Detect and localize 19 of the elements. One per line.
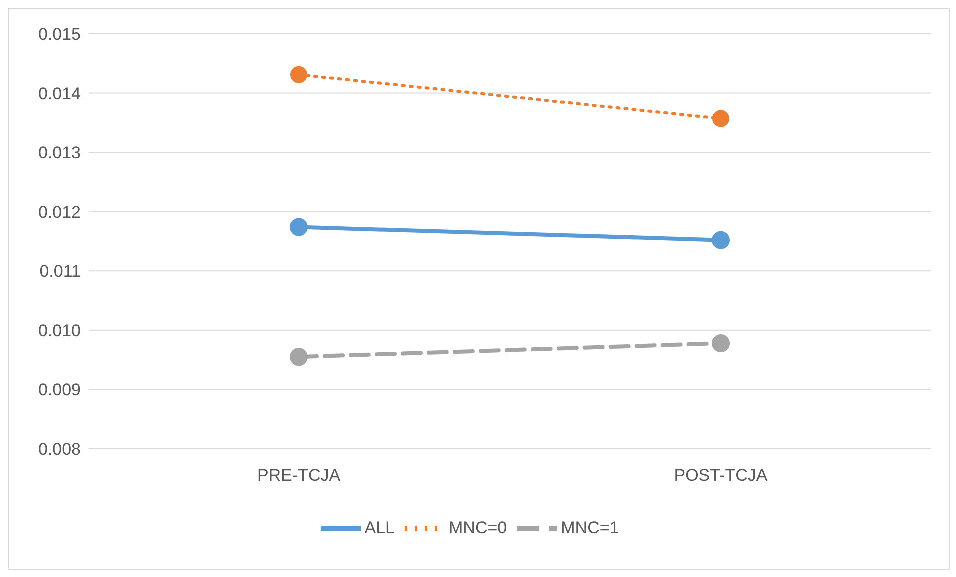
y-tick-label: 0.010 [38,321,81,340]
point [290,218,308,236]
point [290,66,308,84]
y-tick-label: 0.008 [38,440,81,460]
point [712,231,730,250]
legend-label: MNC=0 [449,518,508,538]
legend-label: ALL [364,518,396,538]
y-tick-label: 0.014 [38,84,81,104]
y-tick-label: 0.011 [40,262,81,282]
y-tick-label: 0.012 [38,202,81,222]
y-tick-label: 0.015 [38,25,81,44]
y-tick-label: 0.009 [38,380,81,400]
y-tick-label: 0.013 [38,144,81,163]
legend-label: MNC=1 [561,518,620,538]
point [290,348,308,366]
x-tick-label: PRE-TCJA [257,466,342,486]
point [712,110,730,128]
point [712,334,730,352]
x-tick-label: POST-TCJA [674,466,768,486]
